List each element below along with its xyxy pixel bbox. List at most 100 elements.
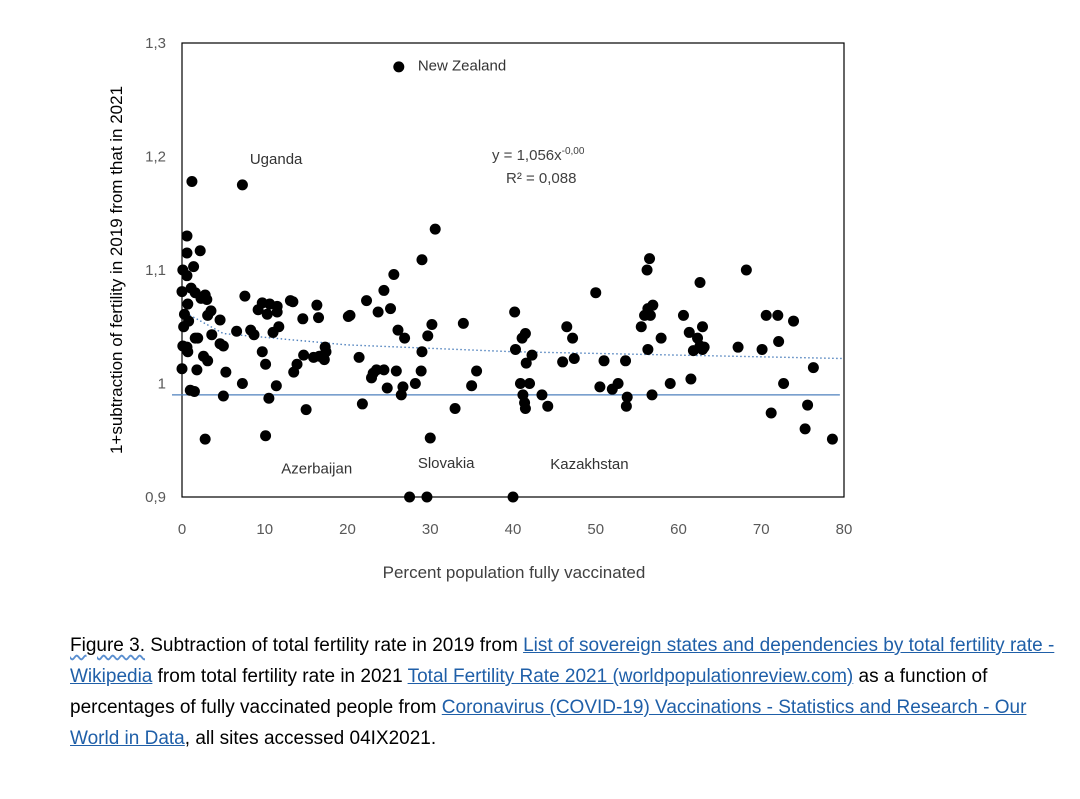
data-point <box>685 373 697 385</box>
data-point <box>188 261 200 273</box>
data-point <box>457 317 469 329</box>
data-point <box>536 389 548 401</box>
data-point <box>298 349 310 361</box>
data-point <box>202 309 214 321</box>
data-point <box>201 294 213 306</box>
data-point <box>765 407 777 419</box>
data-point <box>287 296 299 308</box>
data-point <box>181 247 193 259</box>
data-point <box>520 357 532 369</box>
data-point <box>429 223 441 235</box>
data-point <box>217 340 229 352</box>
data-point <box>297 313 309 325</box>
data-point <box>772 309 784 321</box>
annotation-kazakhstan: Kazakhstan <box>550 456 628 473</box>
data-point <box>378 284 390 296</box>
data-point <box>214 314 226 326</box>
data-point <box>217 390 229 402</box>
data-point <box>263 392 275 404</box>
data-point <box>612 378 624 389</box>
annotation-new-zealand: New Zealand <box>418 58 506 75</box>
data-point <box>404 491 416 503</box>
trendline-equation-main: y = 1,056x <box>492 147 562 164</box>
data-point <box>248 329 260 341</box>
y-tick-label: 1 <box>158 376 166 393</box>
data-point <box>426 318 438 330</box>
data-point <box>641 264 653 276</box>
annotation-uganda: Uganda <box>250 151 303 168</box>
data-point <box>740 264 752 276</box>
data-point <box>421 491 433 503</box>
data-point <box>598 355 610 367</box>
caption-text-1: Subtraction of total fertility rate in 2… <box>144 635 524 656</box>
data-point <box>416 254 428 266</box>
x-tick-label: 30 <box>422 521 439 538</box>
data-point <box>424 432 436 444</box>
x-axis-title: Percent population fully vaccinated <box>383 563 646 582</box>
caption-link-wikipedia[interactable]: List of sovereign states and dependencie… <box>70 635 1055 687</box>
caption-link-worldpopulationreview[interactable]: Total Fertility Rate 2021 (worldpopulati… <box>407 666 854 687</box>
caption-link-ourworldindata[interactable]: Coronavirus (COVID-19) Vaccinations - St… <box>70 697 1027 749</box>
data-point <box>236 378 248 389</box>
data-point <box>594 381 606 393</box>
x-tick-label: 70 <box>753 521 770 538</box>
data-point <box>590 287 602 299</box>
data-point <box>449 402 461 414</box>
data-point <box>199 433 211 445</box>
data-point <box>182 298 194 310</box>
data-point <box>291 358 303 370</box>
data-point <box>361 295 373 307</box>
caption-text-2: from total fertility rate in 2021 <box>152 666 408 687</box>
data-point <box>826 433 838 445</box>
y-tick-label: 1,3 <box>145 35 166 52</box>
data-point <box>385 303 397 315</box>
data-point <box>542 400 554 412</box>
data-point <box>318 354 330 366</box>
data-point <box>644 253 656 265</box>
data-point <box>471 365 483 377</box>
data-point <box>415 365 427 377</box>
x-tick-label: 50 <box>587 521 604 538</box>
x-tick-label: 10 <box>256 521 273 538</box>
data-point <box>507 491 519 503</box>
data-point <box>647 299 659 311</box>
data-point <box>799 423 811 435</box>
data-point <box>732 341 744 353</box>
data-point <box>378 364 390 376</box>
data-point <box>256 346 268 358</box>
data-point <box>220 366 232 378</box>
data-point <box>300 404 312 416</box>
data-point <box>178 321 190 333</box>
data-point <box>519 402 531 414</box>
data-point <box>206 329 218 341</box>
data-point <box>683 326 695 338</box>
data-point <box>655 332 667 344</box>
data-point <box>388 269 400 281</box>
data-point <box>698 341 710 353</box>
data-point <box>271 306 283 318</box>
data-point <box>273 321 285 333</box>
x-tick-label: 0 <box>178 521 186 538</box>
data-point <box>621 391 633 403</box>
data-point <box>252 304 264 316</box>
data-point <box>194 245 206 257</box>
data-point <box>399 332 411 344</box>
data-point <box>524 378 536 389</box>
data-point <box>409 378 421 389</box>
data-point <box>192 332 204 344</box>
data-point <box>802 399 814 411</box>
data-point <box>773 336 785 348</box>
data-point <box>260 430 272 442</box>
x-tick-label: 40 <box>505 521 522 538</box>
x-tick-label: 20 <box>339 521 356 538</box>
trendline-r-squared: R² = 0,088 <box>506 170 576 187</box>
data-point <box>677 309 689 321</box>
data-point <box>788 315 800 327</box>
annotation-azerbaijan: Azerbaijan <box>281 461 352 478</box>
scatter-chart: 0,9 1 1,1 1,2 1,3 0 10 20 30 40 50 60 70 80 New Zealan… <box>107 35 852 582</box>
data-point <box>557 356 569 368</box>
data-point <box>778 378 790 389</box>
data-point <box>239 290 251 302</box>
data-point <box>642 343 654 355</box>
y-tick-label: 0,9 <box>145 489 166 506</box>
